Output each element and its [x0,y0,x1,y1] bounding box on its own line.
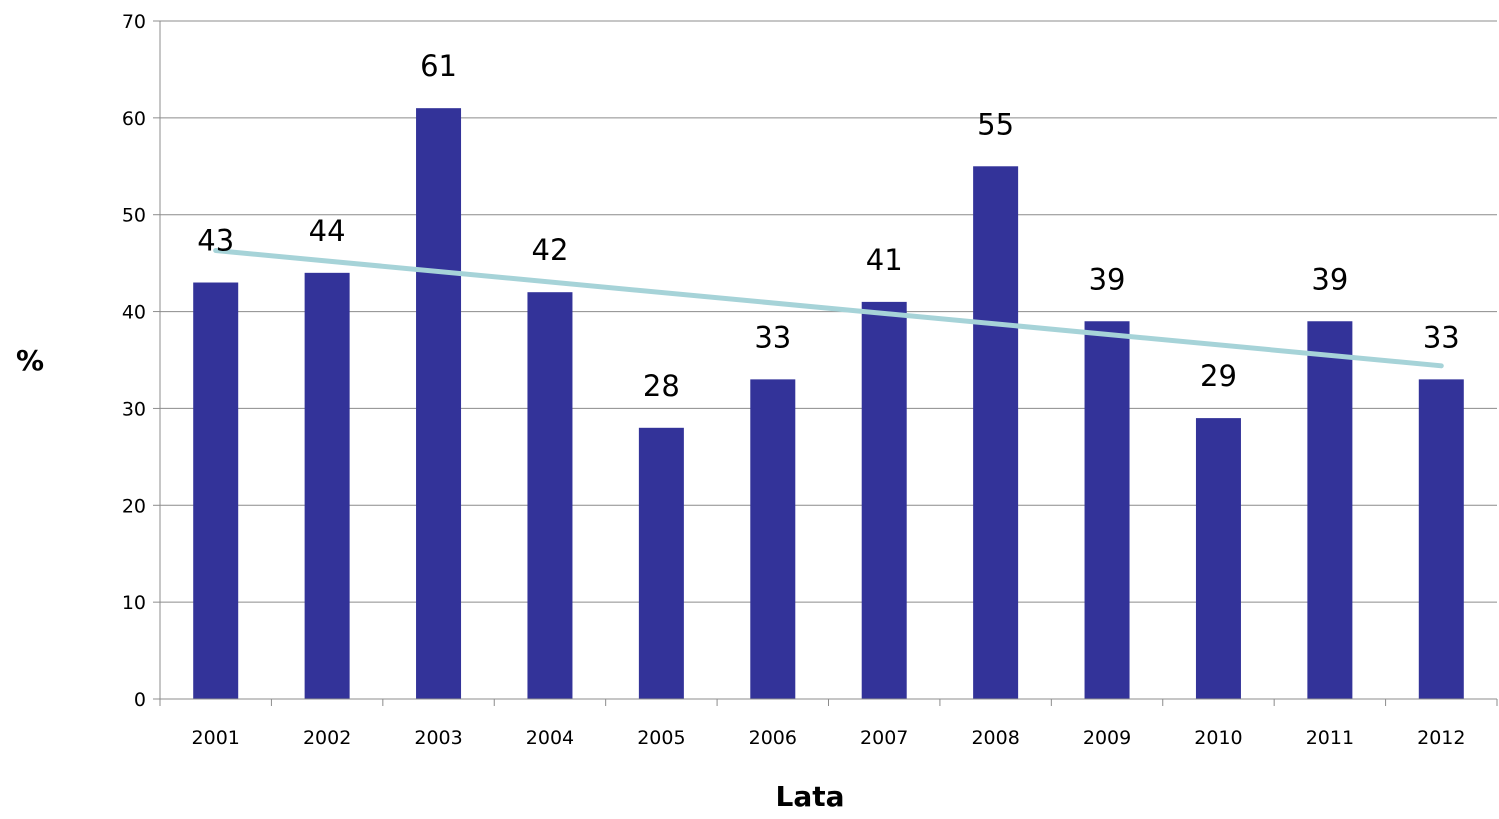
trendline-layer [213,248,1444,369]
data-label: 41 [866,243,903,277]
data-label: 33 [754,320,791,354]
bar [973,166,1019,700]
bar [638,427,684,699]
x-tick-label: 2001 [192,727,240,749]
gridlines [160,20,1497,603]
x-tick-label: 2010 [1194,727,1242,749]
x-tick-label: 2003 [414,727,462,749]
y-tick-label: 30 [122,398,146,420]
data-label: 61 [420,49,457,83]
bar [750,379,796,699]
bar [416,108,462,699]
x-tick-label: 2006 [749,727,797,749]
bar [1195,418,1241,699]
bar [527,292,573,699]
bar [193,282,239,699]
bar [1418,379,1464,699]
x-tick-label: 2007 [860,727,908,749]
x-axis-title: Lata [775,780,844,813]
data-label: 39 [1311,262,1348,296]
y-tick-label: 60 [122,108,146,130]
data-label: 33 [1423,320,1460,354]
bar [1307,321,1353,699]
x-tick-label: 2012 [1417,727,1465,749]
axes: 0 10 20 30 40 50 60 70 2001 2002 2003 2004 2005 2006 2… [122,11,1498,749]
x-tick-label: 2002 [303,727,351,749]
y-tick-label: 10 [122,592,146,614]
data-label: 28 [643,369,680,403]
data-label: 29 [1200,359,1237,393]
x-tick-label: 2008 [971,727,1019,749]
data-label: 42 [532,233,569,267]
x-tick-label: 2005 [637,727,685,749]
x-tick-label: 2009 [1083,727,1131,749]
data-label: 55 [977,107,1014,141]
y-tick-label: 40 [122,302,146,324]
bar [861,301,907,699]
y-axis-title: % [16,344,44,377]
data-labels: 43 44 61 42 28 33 41 55 39 29 39 33 [197,49,1459,403]
x-tick-label: 2004 [526,727,574,749]
bar [1084,321,1130,699]
y-tick-label: 70 [122,11,146,33]
trendline [213,248,1444,369]
x-tick-label: 2011 [1306,727,1354,749]
bars [193,108,1464,700]
y-tick-label: 0 [134,689,146,711]
y-tick-label: 20 [122,495,146,517]
y-tick-label: 50 [122,205,146,227]
data-label: 44 [309,214,346,248]
bar [304,272,350,699]
data-label: 43 [197,224,234,258]
data-label: 39 [1089,262,1126,296]
